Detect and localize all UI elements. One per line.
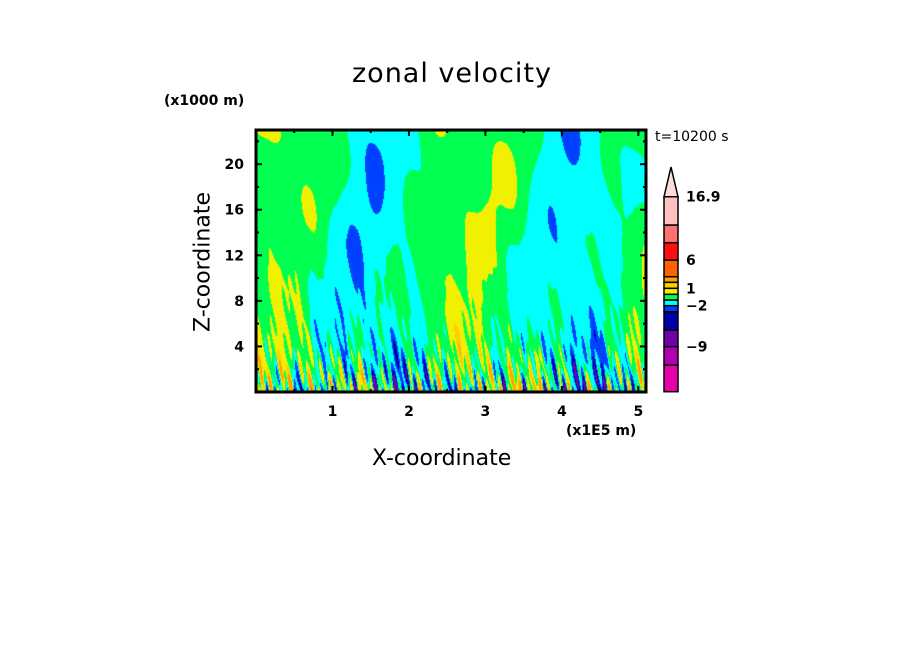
x-tick-label: 3 [481, 404, 491, 420]
y-tick-label: 20 [225, 157, 245, 173]
colorbar-segment [663, 241, 679, 261]
colorbar-label: −9 [686, 340, 707, 356]
colorbar-segment [663, 281, 679, 290]
plot-frame [254, 128, 648, 394]
colorbar-segment [663, 224, 679, 244]
chart-title: zonal velocity [352, 58, 552, 89]
contour-field [256, 130, 646, 392]
colorbar-segment [663, 364, 679, 393]
x-tick-label: 4 [557, 404, 567, 420]
colorbar-label: 1 [686, 281, 696, 297]
colorbar-segment [663, 299, 679, 307]
colorbar-segment [663, 345, 679, 366]
colorbar-segment [663, 310, 679, 331]
colorbar-segment [663, 195, 679, 226]
x-tick-label: 5 [633, 404, 643, 420]
colorbar-label: 16.9 [686, 190, 721, 206]
y-tick-label: 16 [225, 203, 244, 219]
y-tick-label: 4 [234, 339, 244, 355]
colorbar-segment [663, 329, 679, 348]
colorbar-segment [663, 287, 679, 296]
x-axis-unit: (x1E5 m) [566, 423, 637, 439]
colorbar-overflow-triangle [663, 166, 679, 198]
colorbar-label: 6 [686, 253, 696, 269]
x-tick-label: 1 [328, 404, 338, 420]
colorbar-segment [663, 293, 679, 301]
colorbar-segment [663, 275, 679, 284]
y-axis-unit: (x1000 m) [164, 93, 245, 109]
time-annotation: t=10200 s [655, 129, 729, 145]
colorbar-segment [663, 259, 679, 278]
colorbar: 16.9 6 1 −2 −9 [663, 166, 721, 393]
y-tick-label: 8 [234, 294, 244, 310]
x-tick-label: 2 [404, 404, 414, 420]
colorbar-segment [663, 304, 679, 313]
x-axis-label: X-coordinate [372, 446, 512, 471]
y-tick-label: 12 [225, 248, 244, 264]
colorbar-label: −2 [686, 299, 707, 315]
